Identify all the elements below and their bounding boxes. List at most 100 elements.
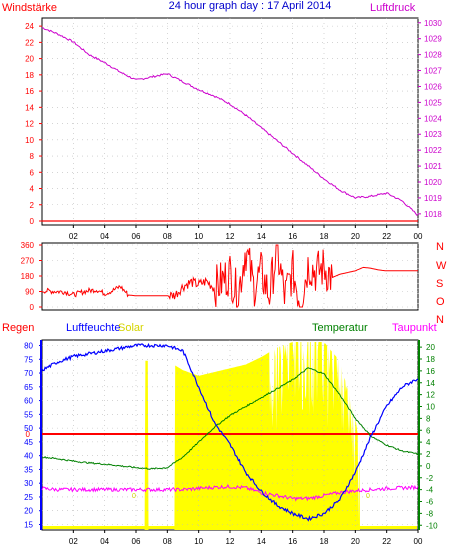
- right-tick-label: -10: [426, 521, 438, 530]
- left-tick-label: 75: [24, 355, 33, 364]
- x-tick-label: 22: [382, 232, 391, 241]
- compass-label: N: [436, 314, 444, 326]
- left-tick-label: 24: [25, 22, 34, 31]
- left-tick-label: 10: [25, 136, 34, 145]
- right-tick-label: 1024: [424, 114, 442, 123]
- right-tick-label: 1029: [424, 35, 442, 44]
- right-tick-label: 1025: [424, 98, 442, 107]
- dewpoint-series-line: [41, 484, 419, 502]
- left-tick-label: 14: [25, 103, 34, 112]
- x-tick-label: 00: [414, 232, 423, 241]
- x-tick-label: 10: [194, 232, 203, 241]
- left-tick-label: 12: [25, 120, 34, 129]
- dewpoint-label: Taupunkt: [392, 322, 437, 334]
- right-tick-label: 16: [426, 367, 435, 376]
- right-tick-label: 12: [426, 391, 435, 400]
- humidity-series-line: [41, 342, 419, 522]
- right-tick-label: -2: [426, 474, 434, 483]
- right-tick-label: 10: [426, 403, 435, 412]
- x-tick-label: 08: [163, 537, 172, 546]
- left-tick-label: 15: [24, 520, 33, 529]
- left-tick-label: 55: [24, 410, 33, 419]
- right-tick-label: 6: [426, 426, 431, 435]
- left-tick-label: 16: [25, 87, 34, 96]
- left-tick-label: 0: [30, 217, 35, 226]
- left-tick-label: 180: [21, 272, 35, 281]
- left-tick-label: 20: [24, 507, 33, 516]
- x-tick-label: 00: [414, 537, 423, 546]
- left-tick-label: 22: [25, 38, 34, 47]
- right-tick-label: -4: [426, 486, 434, 495]
- left-tick-label: 65: [24, 383, 33, 392]
- right-tick-label: 0: [426, 462, 431, 471]
- right-tick-label: 1018: [424, 210, 442, 219]
- graph-title: 24 hour graph day : 17 April 2014: [168, 0, 332, 12]
- compass-label: N: [436, 241, 444, 253]
- x-tick-label: 12: [226, 232, 235, 241]
- right-tick-label: 18: [426, 355, 435, 364]
- x-tick-label: 12: [226, 537, 235, 546]
- x-tick-label: 20: [351, 232, 360, 241]
- right-tick-label: 20: [426, 343, 435, 352]
- solar-baseline: [43, 526, 417, 529]
- x-tick-label: 20: [351, 537, 360, 546]
- right-tick-label: 1020: [424, 178, 442, 187]
- compass-label: W: [436, 260, 447, 272]
- left-tick-label: 18: [25, 71, 34, 80]
- rain-label: Regen: [2, 322, 34, 334]
- solar-value-label: 0: [366, 493, 370, 500]
- compass-label: O: [436, 296, 445, 308]
- right-tick-label: 14: [426, 379, 435, 388]
- rain-level-label: 0: [26, 430, 31, 439]
- temperature-series-line: [41, 367, 419, 470]
- x-tick-label: 22: [382, 537, 391, 546]
- left-tick-label: 50: [24, 424, 33, 433]
- right-tick-label: 1027: [424, 67, 442, 76]
- right-tick-label: -8: [426, 509, 434, 518]
- x-tick-label: 08: [163, 232, 172, 241]
- left-tick-label: 4: [30, 185, 35, 194]
- left-tick-label: 70: [24, 369, 33, 378]
- right-tick-label: 8: [426, 414, 431, 423]
- right-tick-label: 4: [426, 438, 431, 447]
- right-tick-label: 1019: [424, 194, 442, 203]
- right-tick-label: 1023: [424, 130, 442, 139]
- left-tick-label: 40: [24, 452, 33, 461]
- pressure-panel-frame: [41, 17, 419, 226]
- x-tick-label: 04: [100, 537, 109, 546]
- right-tick-label: -6: [426, 498, 434, 507]
- x-tick-label: 16: [288, 232, 297, 241]
- left-tick-label: 270: [21, 257, 35, 266]
- x-tick-label: 02: [69, 537, 78, 546]
- x-tick-label: 10: [194, 537, 203, 546]
- left-tick-label: 80: [24, 342, 33, 351]
- left-tick-label: 0: [30, 303, 35, 312]
- x-tick-label: 02: [69, 232, 78, 241]
- solar-label: Solar: [118, 322, 144, 334]
- left-tick-label: 45: [24, 438, 33, 447]
- wind-direction-series-line: [41, 244, 418, 308]
- x-tick-label: 04: [100, 232, 109, 241]
- pressure-series-line: [41, 27, 419, 216]
- left-tick-label: 2: [30, 201, 35, 210]
- left-tick-label: 90: [25, 288, 34, 297]
- x-tick-label: 14: [257, 537, 266, 546]
- temperature-label: Temperatur: [312, 322, 368, 334]
- x-tick-label: 06: [132, 537, 141, 546]
- left-tick-label: 8: [30, 152, 35, 161]
- humidity-label: Luftfeuchte: [66, 322, 120, 334]
- x-tick-label: 14: [257, 232, 266, 241]
- right-tick-label: 2: [426, 450, 431, 459]
- x-tick-label: 16: [288, 537, 297, 546]
- left-tick-label: 360: [21, 241, 35, 250]
- right-tick-label: 1030: [424, 19, 442, 28]
- left-tick-label: 60: [24, 397, 33, 406]
- left-tick-label: 30: [24, 479, 33, 488]
- left-tick-label: 6: [30, 168, 35, 177]
- left-tick-label: 35: [24, 465, 33, 474]
- left-tick-label: 25: [24, 493, 33, 502]
- right-tick-label: 1026: [424, 82, 442, 91]
- right-tick-label: 1022: [424, 146, 442, 155]
